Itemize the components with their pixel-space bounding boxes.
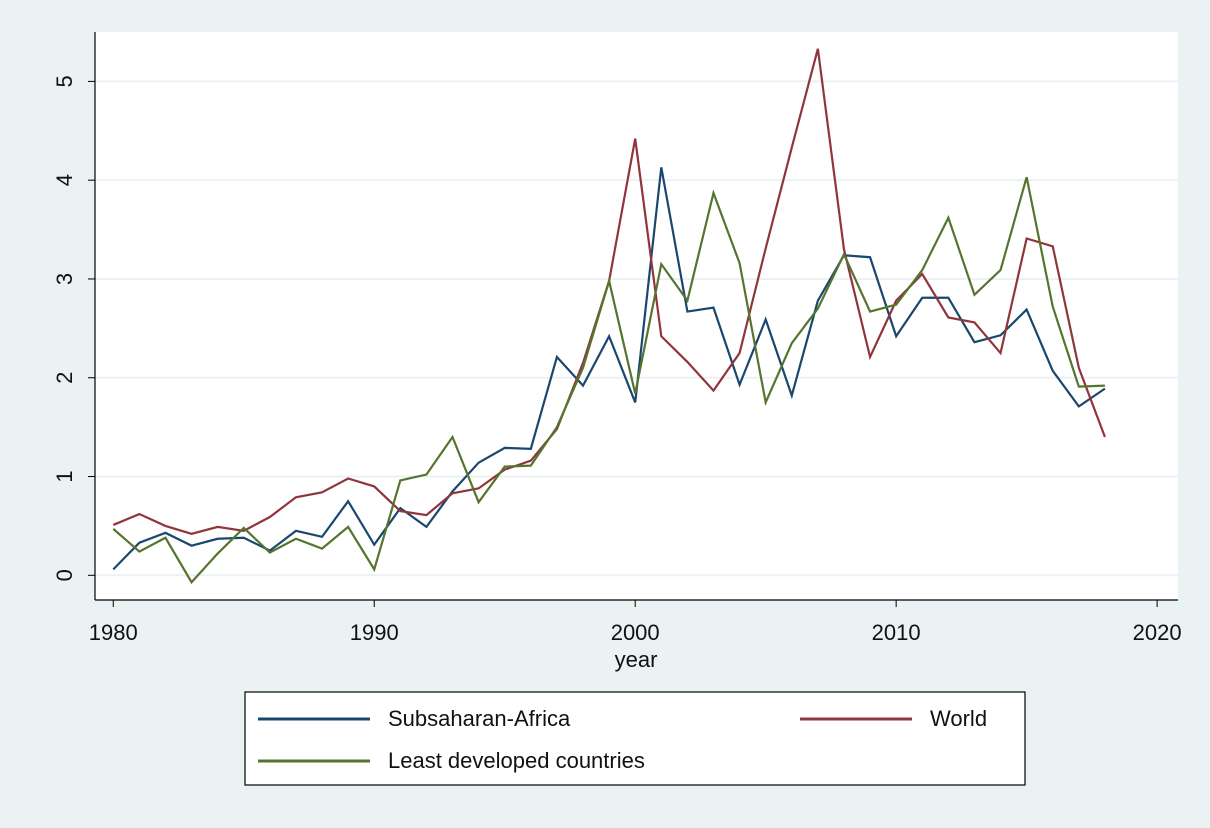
x-tick-label: 1980 bbox=[89, 620, 138, 645]
grid bbox=[95, 80, 1178, 577]
y-tick-label: 1 bbox=[52, 470, 77, 482]
series-line bbox=[112, 176, 1105, 585]
series-line bbox=[112, 167, 1106, 571]
y-tick-label: 3 bbox=[52, 273, 77, 285]
y-tick-label: 5 bbox=[52, 75, 77, 87]
lines bbox=[112, 48, 1106, 585]
legend-label: World bbox=[930, 706, 987, 731]
y-tick-label: 0 bbox=[52, 569, 77, 581]
plot-area bbox=[95, 32, 1178, 600]
x-tick-label: 2010 bbox=[872, 620, 921, 645]
legend-label: Subsaharan-Africa bbox=[388, 706, 571, 731]
y-tick-label: 2 bbox=[52, 372, 77, 384]
x-tick-label: 1990 bbox=[350, 620, 399, 645]
x-tick-label: 2020 bbox=[1133, 620, 1182, 645]
x-axis-label: year bbox=[615, 647, 658, 672]
legend-label: Least developed countries bbox=[388, 748, 645, 773]
legend bbox=[244, 691, 1026, 786]
y-tick-label: 4 bbox=[52, 174, 77, 186]
x-tick-label: 2000 bbox=[611, 620, 660, 645]
